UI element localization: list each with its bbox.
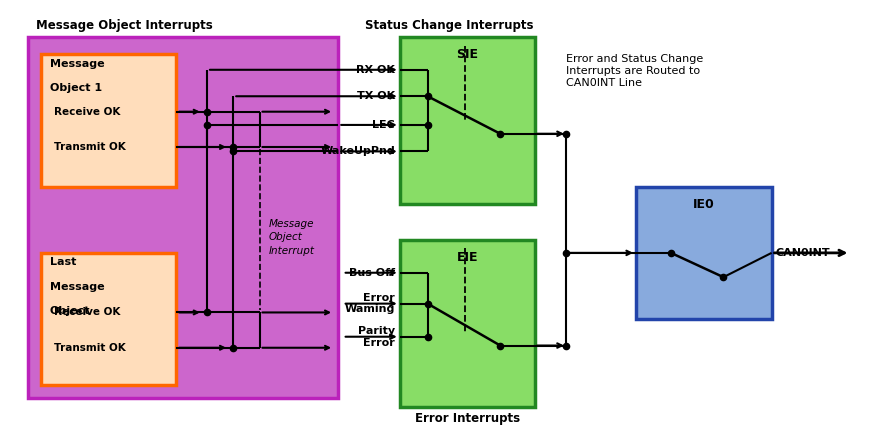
Text: Receive OK: Receive OK: [53, 307, 120, 317]
Text: Message: Message: [49, 281, 104, 292]
Bar: [40, 54, 176, 187]
Bar: [399, 37, 535, 204]
Text: Message: Message: [49, 59, 104, 69]
Text: Interrupt: Interrupt: [268, 246, 314, 256]
Text: Receive OK: Receive OK: [53, 107, 120, 117]
Text: Message: Message: [268, 219, 313, 229]
Bar: [40, 253, 176, 385]
Text: WakeUpPnd: WakeUpPnd: [320, 147, 395, 156]
Text: SIE: SIE: [456, 48, 478, 61]
Text: LEC: LEC: [372, 120, 395, 130]
Text: Error and Status Change
Interrupts are Routed to
CAN0INT Line: Error and Status Change Interrupts are R…: [566, 54, 702, 87]
Text: Object 1: Object 1: [49, 83, 102, 93]
Text: CAN0INT: CAN0INT: [775, 248, 830, 258]
Bar: [399, 240, 535, 407]
Text: TX OK: TX OK: [357, 91, 395, 101]
Text: Message Object Interrupts: Message Object Interrupts: [36, 19, 213, 32]
Text: RX OK: RX OK: [356, 65, 395, 75]
Text: Transmit OK: Transmit OK: [53, 343, 125, 353]
Text: Parity
Error: Parity Error: [358, 326, 395, 348]
Text: Error Interrupts: Error Interrupts: [415, 412, 519, 425]
Text: Last: Last: [49, 257, 75, 267]
Text: Status Change Interrupts: Status Change Interrupts: [364, 19, 532, 32]
Text: Bus Off: Bus Off: [349, 268, 395, 278]
Text: IE0: IE0: [692, 198, 714, 211]
Text: Object: Object: [49, 306, 90, 316]
Bar: [635, 187, 771, 319]
Text: Error
Waming: Error Waming: [345, 293, 395, 314]
Bar: [27, 37, 338, 398]
Text: EIE: EIE: [456, 251, 478, 264]
Text: Object: Object: [268, 233, 302, 242]
Text: Transmit OK: Transmit OK: [53, 142, 125, 152]
